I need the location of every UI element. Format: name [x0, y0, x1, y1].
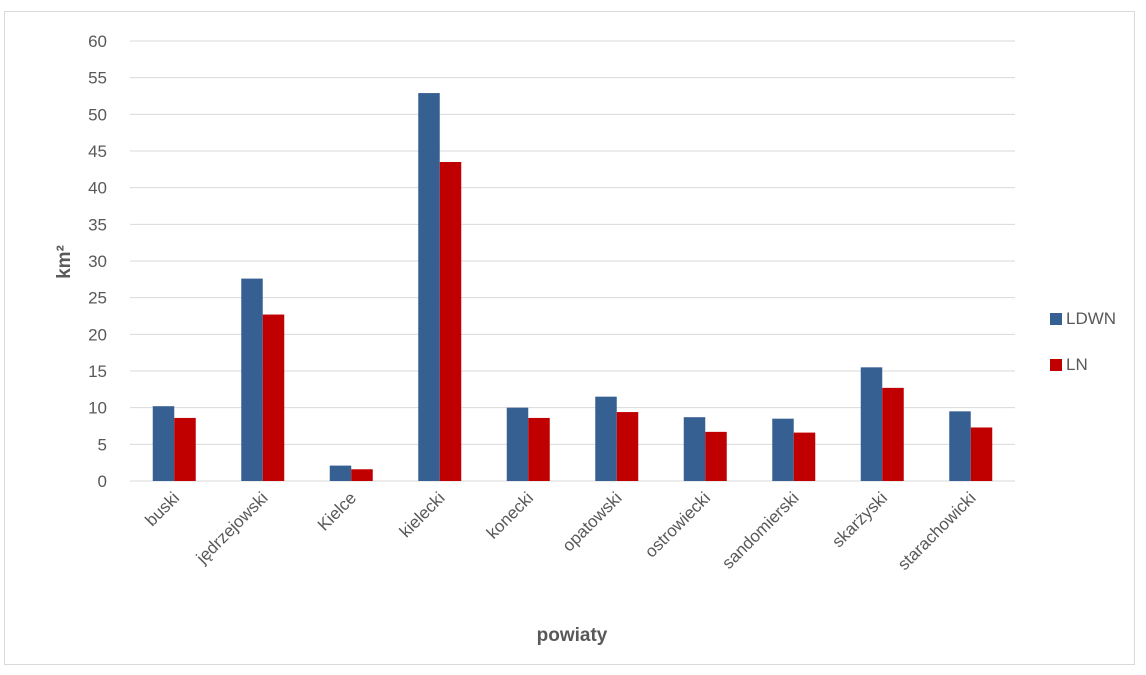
legend: LDWN LN — [1050, 309, 1116, 374]
y-tick-label: 10 — [88, 399, 107, 418]
x-tick-label: buski — [142, 488, 183, 529]
bar-ldwn — [241, 278, 263, 481]
bar-ln — [351, 469, 373, 481]
y-tick-label: 45 — [88, 142, 107, 161]
y-tick-labels: 0 5 10 15 20 25 30 35 40 45 50 55 60 — [88, 32, 107, 491]
bar-ldwn — [683, 417, 706, 481]
bar-ln — [174, 417, 196, 481]
y-axis-title: km² — [54, 245, 75, 279]
x-tick-label: sandomierski — [718, 488, 802, 572]
x-tick-label: kielecki — [396, 488, 449, 541]
bar-ldwn — [595, 396, 617, 481]
y-tick-label: 60 — [88, 32, 107, 51]
bar-ln — [705, 431, 727, 481]
x-tick-label: ostrowiecki — [641, 488, 714, 561]
legend-swatch-ldwn — [1050, 313, 1062, 325]
y-tick-label: 5 — [98, 435, 107, 454]
legend-label-ldwn: LDWN — [1066, 309, 1116, 328]
y-tick-label: 55 — [88, 69, 107, 88]
y-tick-label: 50 — [88, 105, 107, 124]
y-tick-label: 20 — [88, 325, 107, 344]
y-tick-label: 35 — [88, 215, 107, 234]
y-tick-label: 15 — [88, 362, 107, 381]
bars — [152, 93, 993, 482]
bar-ldwn — [418, 93, 440, 482]
y-tick-label: 0 — [98, 472, 107, 491]
legend-label-ln: LN — [1066, 355, 1088, 374]
bar-ln — [528, 417, 550, 481]
y-tick-label: 30 — [88, 252, 107, 271]
x-tick-label: Kielce — [314, 488, 360, 534]
bar-ldwn — [329, 465, 352, 481]
y-tick-label: 25 — [88, 289, 107, 308]
chart-frame — [4, 11, 1135, 665]
x-tick-label: konecki — [483, 488, 537, 542]
bar-ldwn — [949, 411, 971, 481]
bar-ldwn — [152, 406, 175, 481]
bar-ln — [970, 427, 993, 481]
x-tick-labels: buski jędrzejowski Kielce kielecki konecki op… — [142, 488, 980, 574]
bar-ln — [793, 432, 816, 481]
bar-ldwn — [860, 367, 883, 481]
bar-ln — [616, 412, 639, 481]
x-tick-label: jędrzejowski — [192, 488, 272, 568]
x-tick-label: starachowicki — [894, 488, 980, 574]
x-tick-label: skarżyski — [828, 488, 891, 551]
x-axis-title: powiaty — [537, 625, 608, 646]
bar-ln — [439, 162, 462, 481]
bar-ln — [882, 387, 904, 481]
x-tick-label: opatowski — [559, 488, 626, 555]
legend-swatch-ln — [1050, 359, 1062, 371]
bar-ldwn — [772, 418, 794, 481]
bar-ldwn — [506, 407, 529, 481]
bar-ln — [262, 314, 285, 481]
y-tick-label: 40 — [88, 179, 107, 198]
